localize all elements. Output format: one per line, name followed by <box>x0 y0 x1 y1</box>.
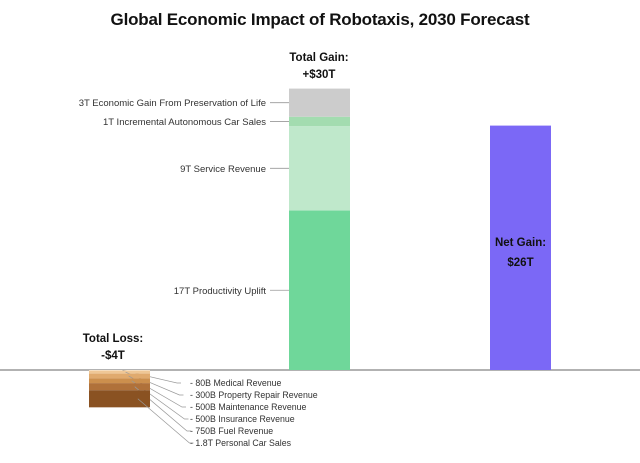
total-gain-value: +$30T <box>303 69 336 81</box>
loss-segment-label: - 500B Maintenance Revenue <box>190 402 306 412</box>
loss-segment-300b-property-repair-revenue <box>89 370 150 374</box>
loss-segment-label: - 300B Property Repair Revenue <box>190 390 318 400</box>
loss-segment-750b-fuel-revenue <box>89 383 150 391</box>
loss-leader-line <box>137 398 194 444</box>
loss-segment-500b-insurance-revenue <box>89 378 150 384</box>
loss-segment-label: - 500B Insurance Revenue <box>190 414 295 424</box>
loss-segment-500b-maintenance-revenue <box>89 373 150 379</box>
loss-segment-label: - 80B Medical Revenue <box>190 378 282 388</box>
loss-segment-label: - 1.8T Personal Car Sales <box>190 438 292 448</box>
total-gain-label: Total Gain: <box>289 52 348 64</box>
gain-segment-label: 9T Service Revenue <box>180 164 266 175</box>
total-loss-label: Total Loss: <box>83 333 143 345</box>
loss-bar-stack: - 80B Medical Revenue - 300B Property Rep… <box>89 370 318 448</box>
net-gain-bar <box>490 125 551 370</box>
chart-title: Global Economic Impact of Robotaxis, 203… <box>110 10 530 29</box>
loss-segment-label: - 750B Fuel Revenue <box>190 426 273 436</box>
net-gain-value: $26T <box>507 257 533 269</box>
gain-segment-3t-economic-gain-from-preservation-of-life <box>289 88 350 117</box>
net-gain-label: Net Gain: <box>495 237 546 249</box>
loss-segment-1-8t-personal-car-sales <box>89 390 150 408</box>
gain-segment-label: 1T Incremental Autonomous Car Sales <box>103 117 266 128</box>
gain-bar-stack: 17T Productivity Uplift 9T Service Revenu… <box>79 88 350 370</box>
net-gain-bar-group: Net Gain: $26T <box>490 125 551 370</box>
gain-segment-label: 3T Economic Gain From Preservation of Li… <box>79 98 266 109</box>
loss-segment-80b-medical-revenue <box>89 370 150 371</box>
gain-segment-label: 17T Productivity Uplift <box>174 286 267 297</box>
gain-segment-9t-service-revenue <box>289 126 350 211</box>
total-loss-value: -$4T <box>101 350 125 362</box>
gain-segment-17t-productivity-uplift <box>289 210 350 370</box>
loss-leader-line <box>134 386 191 432</box>
gain-segment-1t-incremental-autonomous-car-sales <box>289 116 350 127</box>
